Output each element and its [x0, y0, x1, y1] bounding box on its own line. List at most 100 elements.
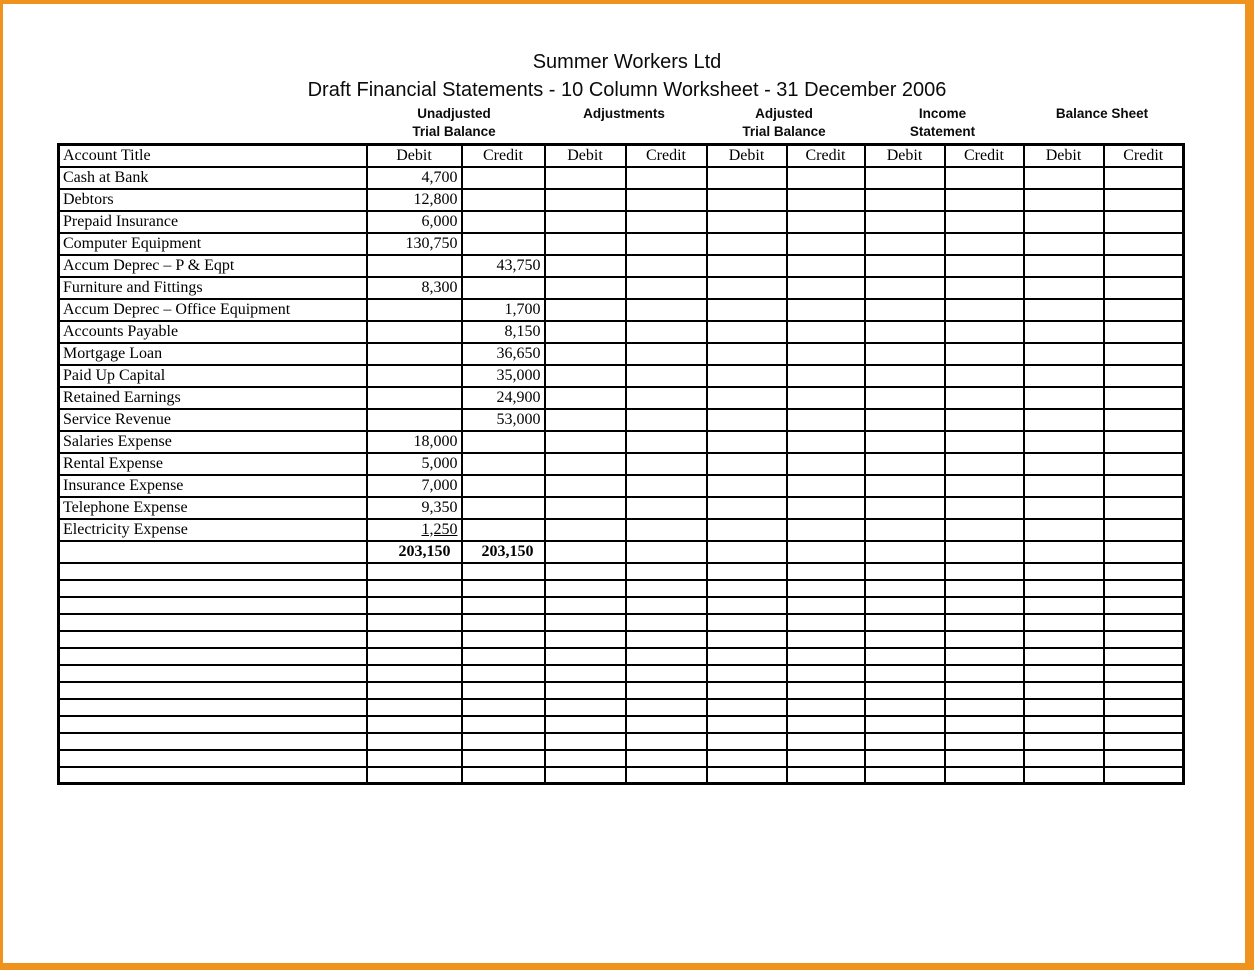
- column-group-label: [543, 123, 705, 141]
- amount-cell: [1102, 646, 1185, 666]
- amount-cell: [543, 385, 627, 410]
- amount-cell: [943, 612, 1025, 632]
- account-title-cell: Paid Up Capital: [57, 363, 368, 388]
- amount-cell: 5,000: [365, 451, 463, 476]
- amount-cell: [365, 363, 463, 388]
- amount-cell: [785, 748, 866, 768]
- amount-cell: [460, 629, 546, 649]
- amount-cell: [543, 429, 627, 454]
- amount-cell: [785, 680, 866, 700]
- column-group-label: Unadjusted: [417, 106, 491, 121]
- amount-cell: [543, 319, 627, 344]
- empty-row: [57, 765, 1185, 785]
- amount-cell: [1102, 341, 1185, 366]
- amount-cell: [1102, 385, 1185, 410]
- amount-cell: [1022, 495, 1105, 520]
- account-title-cell: [57, 765, 368, 785]
- account-row: Rental Expense 5,000: [57, 451, 1185, 476]
- column-group-label: Statement: [909, 124, 976, 139]
- amount-cell: [365, 714, 463, 734]
- amount-cell: [705, 646, 788, 666]
- account-title-cell: [57, 646, 368, 666]
- amount-cell: [624, 629, 708, 649]
- amount-cell: [1102, 595, 1185, 615]
- empty-row: [57, 646, 1185, 666]
- amount-cell: [863, 407, 946, 432]
- amount-cell: [863, 165, 946, 190]
- account-title-header: Account Title: [57, 143, 368, 168]
- account-title-cell: Prepaid Insurance: [57, 209, 368, 234]
- amount-cell: [1022, 341, 1105, 366]
- amount-cell: [460, 748, 546, 768]
- amount-cell: [460, 561, 546, 581]
- amount-cell: [1102, 187, 1185, 212]
- amount-cell: [365, 297, 463, 322]
- amount-cell: [1102, 765, 1185, 785]
- amount-cell: [863, 495, 946, 520]
- amount-cell: [863, 517, 946, 542]
- account-title-cell: [57, 578, 368, 598]
- money-column-header: Credit: [1102, 143, 1185, 168]
- amount-cell: 203,150: [365, 539, 463, 564]
- amount-cell: [943, 578, 1025, 598]
- amount-cell: [624, 275, 708, 300]
- amount-cell: [624, 209, 708, 234]
- amount-cell: [1022, 731, 1105, 751]
- amount-cell: [460, 473, 546, 498]
- amount-cell: [1022, 612, 1105, 632]
- empty-row: [57, 578, 1185, 598]
- account-title-cell: Salaries Expense: [57, 429, 368, 454]
- amount-cell: [943, 363, 1025, 388]
- amount-cell: [543, 561, 627, 581]
- account-title-cell: Mortgage Loan: [57, 341, 368, 366]
- amount-cell: [543, 629, 627, 649]
- amount-cell: [1022, 663, 1105, 683]
- amount-cell: [705, 407, 788, 432]
- amount-cell: [943, 765, 1025, 785]
- amount-cell: [863, 319, 946, 344]
- amount-cell: [705, 714, 788, 734]
- amount-cell: [1102, 253, 1185, 278]
- amount-cell: [863, 231, 946, 256]
- amount-cell: [460, 209, 546, 234]
- account-row: Cash at Bank 4,700: [57, 165, 1185, 190]
- amount-cell: [705, 612, 788, 632]
- amount-cell: [543, 253, 627, 278]
- worksheet-table: Account Title Debit Credit Debit Credit Debi…: [57, 143, 1185, 785]
- amount-cell: [1022, 714, 1105, 734]
- account-row: Accounts Payable 8,150: [57, 319, 1185, 344]
- amount-cell: [943, 165, 1025, 190]
- amount-cell: [943, 407, 1025, 432]
- amount-cell: [943, 629, 1025, 649]
- column-group-label: Trial Balance: [412, 124, 496, 139]
- amount-cell: [1022, 363, 1105, 388]
- amount-cell: [943, 451, 1025, 476]
- amount-cell: [785, 209, 866, 234]
- amount-cell: [785, 731, 866, 751]
- amount-cell: [624, 646, 708, 666]
- amount-cell: [863, 363, 946, 388]
- amount-cell: [785, 319, 866, 344]
- amount-cell: [624, 731, 708, 751]
- column-group-income-statement: Income Statement: [863, 105, 1022, 141]
- amount-cell: [705, 209, 788, 234]
- account-row: Paid Up Capital 35,000: [57, 363, 1185, 388]
- underlined-amount: 1,250: [421, 520, 458, 538]
- column-group-label: Income: [918, 106, 967, 121]
- amount-cell: [365, 595, 463, 615]
- amount-cell: [365, 578, 463, 598]
- amount-cell: [624, 595, 708, 615]
- amount-cell: [943, 253, 1025, 278]
- account-title-cell: Service Revenue: [57, 407, 368, 432]
- amount-cell: [624, 231, 708, 256]
- amount-cell: [785, 451, 866, 476]
- amount-cell: [863, 748, 946, 768]
- amount-cell: [863, 765, 946, 785]
- amount-cell: 12,800: [365, 187, 463, 212]
- amount-cell: [1102, 231, 1185, 256]
- amount-cell: [705, 748, 788, 768]
- amount-cell: [460, 578, 546, 598]
- amount-cell: [785, 363, 866, 388]
- amount-cell: [460, 697, 546, 717]
- amount-cell: [543, 187, 627, 212]
